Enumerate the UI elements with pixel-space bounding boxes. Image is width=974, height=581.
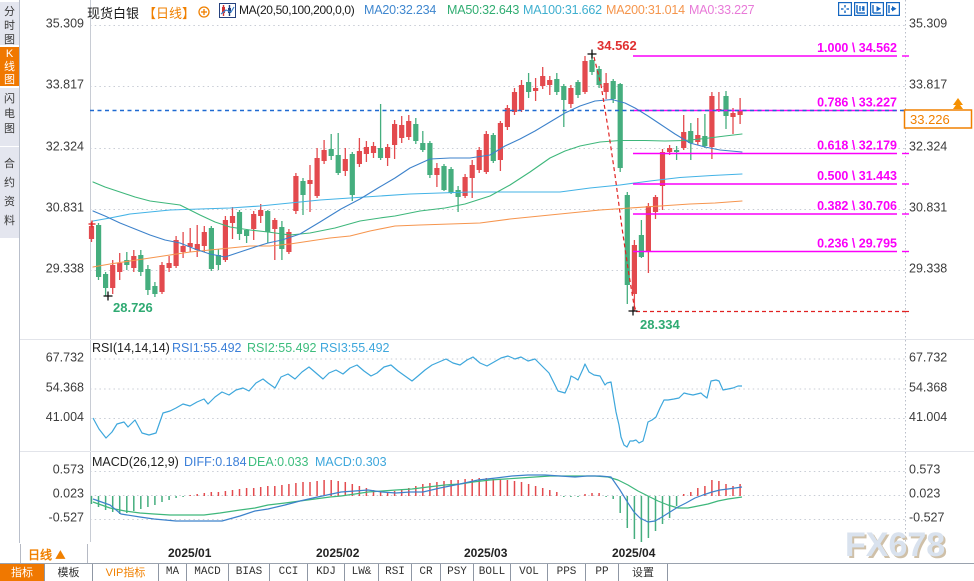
svg-text:-0.527: -0.527 <box>909 511 944 525</box>
svg-text:32.324: 32.324 <box>909 140 947 154</box>
svg-text:30.831: 30.831 <box>909 201 947 215</box>
svg-text:0.236 \ 29.795: 0.236 \ 29.795 <box>817 237 897 251</box>
svg-text:RSI(14,14,14): RSI(14,14,14) <box>92 341 170 355</box>
svg-text:34.562: 34.562 <box>597 38 637 53</box>
svg-text:MACD(26,12,9): MACD(26,12,9) <box>92 455 179 469</box>
svg-text:32.324: 32.324 <box>46 140 84 154</box>
svg-text:28.726: 28.726 <box>113 300 153 315</box>
svg-text:33.817: 33.817 <box>909 78 947 92</box>
svg-text:33.226: 33.226 <box>910 112 950 127</box>
svg-text:0.573: 0.573 <box>53 463 84 477</box>
svg-text:0.618 \ 32.179: 0.618 \ 32.179 <box>817 139 897 153</box>
svg-text:28.334: 28.334 <box>640 317 681 332</box>
svg-text:MACD:0.303: MACD:0.303 <box>315 455 387 469</box>
svg-text:DEA:0.033: DEA:0.033 <box>248 455 309 469</box>
svg-text:0.573: 0.573 <box>909 463 940 477</box>
svg-text:54.368: 54.368 <box>46 381 84 395</box>
svg-text:0.023: 0.023 <box>909 487 940 501</box>
svg-text:1.000 \ 34.562: 1.000 \ 34.562 <box>817 41 897 55</box>
svg-text:RSI1:55.492: RSI1:55.492 <box>172 341 242 355</box>
svg-text:30.831: 30.831 <box>46 201 84 215</box>
svg-text:35.309: 35.309 <box>46 17 84 31</box>
svg-text:33.817: 33.817 <box>46 78 84 92</box>
svg-text:29.338: 29.338 <box>909 262 947 276</box>
svg-text:41.004: 41.004 <box>46 410 84 424</box>
svg-text:29.338: 29.338 <box>46 262 84 276</box>
svg-text:35.309: 35.309 <box>909 17 947 31</box>
svg-text:0.500 \ 31.443: 0.500 \ 31.443 <box>817 169 897 183</box>
svg-text:0.786 \ 33.227: 0.786 \ 33.227 <box>817 96 897 110</box>
svg-text:0.023: 0.023 <box>53 487 84 501</box>
svg-text:-0.527: -0.527 <box>49 511 84 525</box>
svg-text:DIFF:0.184: DIFF:0.184 <box>184 455 247 469</box>
svg-text:RSI3:55.492: RSI3:55.492 <box>320 341 390 355</box>
svg-text:67.732: 67.732 <box>909 351 947 365</box>
svg-text:0.382 \ 30.706: 0.382 \ 30.706 <box>817 199 897 213</box>
svg-text:RSI2:55.492: RSI2:55.492 <box>247 341 317 355</box>
svg-text:54.368: 54.368 <box>909 381 947 395</box>
svg-text:67.732: 67.732 <box>46 351 84 365</box>
svg-text:41.004: 41.004 <box>909 410 947 424</box>
